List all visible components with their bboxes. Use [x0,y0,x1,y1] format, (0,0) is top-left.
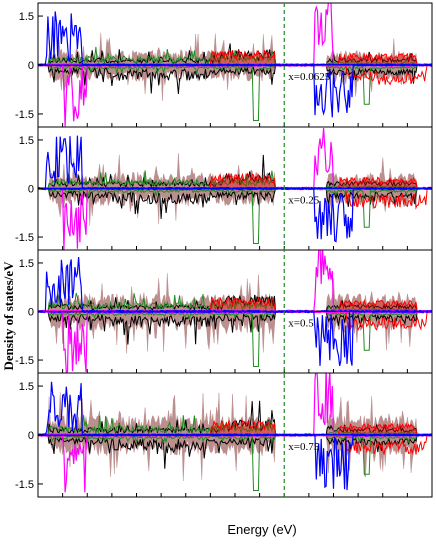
y-tick-label: 0 [28,307,34,319]
series-total-down [38,64,432,95]
y-tick-label: -1.5 [15,355,34,367]
y-tick-label: 0 [28,430,34,442]
y-tick-label: 1.5 [19,258,34,270]
y-tick-label: 1.5 [19,11,34,23]
panel-label: x=0.0625 [288,71,330,83]
panel-4: 1.5 0 -1.5 x=0.75 [15,372,433,498]
series-total-up [38,154,432,189]
panel-3: 1.5 0 -1.5 x=0.5 [15,249,433,374]
series-d-down [38,434,432,481]
panel-1-plot [38,3,432,127]
y-tick-label: -1.5 [15,232,34,244]
y-tick-label: 1.5 [19,381,34,393]
y-tick-label: -1.5 [15,479,34,491]
series-green-down [38,64,432,121]
series-green-down [38,434,432,491]
y-axis-title: Density of states/eV [1,261,16,371]
panel-2: 1.5 0 -1.5 x=0.25 [15,126,433,251]
y-tick-label: 0 [28,184,34,196]
panel-2-plot [38,128,432,250]
panel-3-plot [38,250,432,373]
y-tick-label: -1.5 [15,109,34,121]
y-tick-label: 0 [28,60,34,72]
panels-group: 1.5 0 -1.5 x=0.0625 1.5 0 -1.5 x=0.25 1.5 0 -1.5 x=… [15,2,433,498]
series-total-down [38,188,432,219]
panel-1: 1.5 0 -1.5 x=0.0625 [15,2,433,128]
panel-4-plot [38,373,432,493]
series-green-up [38,170,432,189]
series-total-up [38,294,432,312]
series-green-up [38,292,432,312]
panel-label: x=0.25 [288,194,319,206]
series-green-down [38,311,432,367]
series-total-down [38,311,432,345]
x-axis-title: Energy (eV) [227,522,296,537]
y-tick-label: 1.5 [19,135,34,147]
series-green-down [38,188,432,244]
panel-label: x=0.5 [288,317,314,329]
panel-label: x=0.75 [288,441,319,453]
series-green-up [38,415,432,436]
